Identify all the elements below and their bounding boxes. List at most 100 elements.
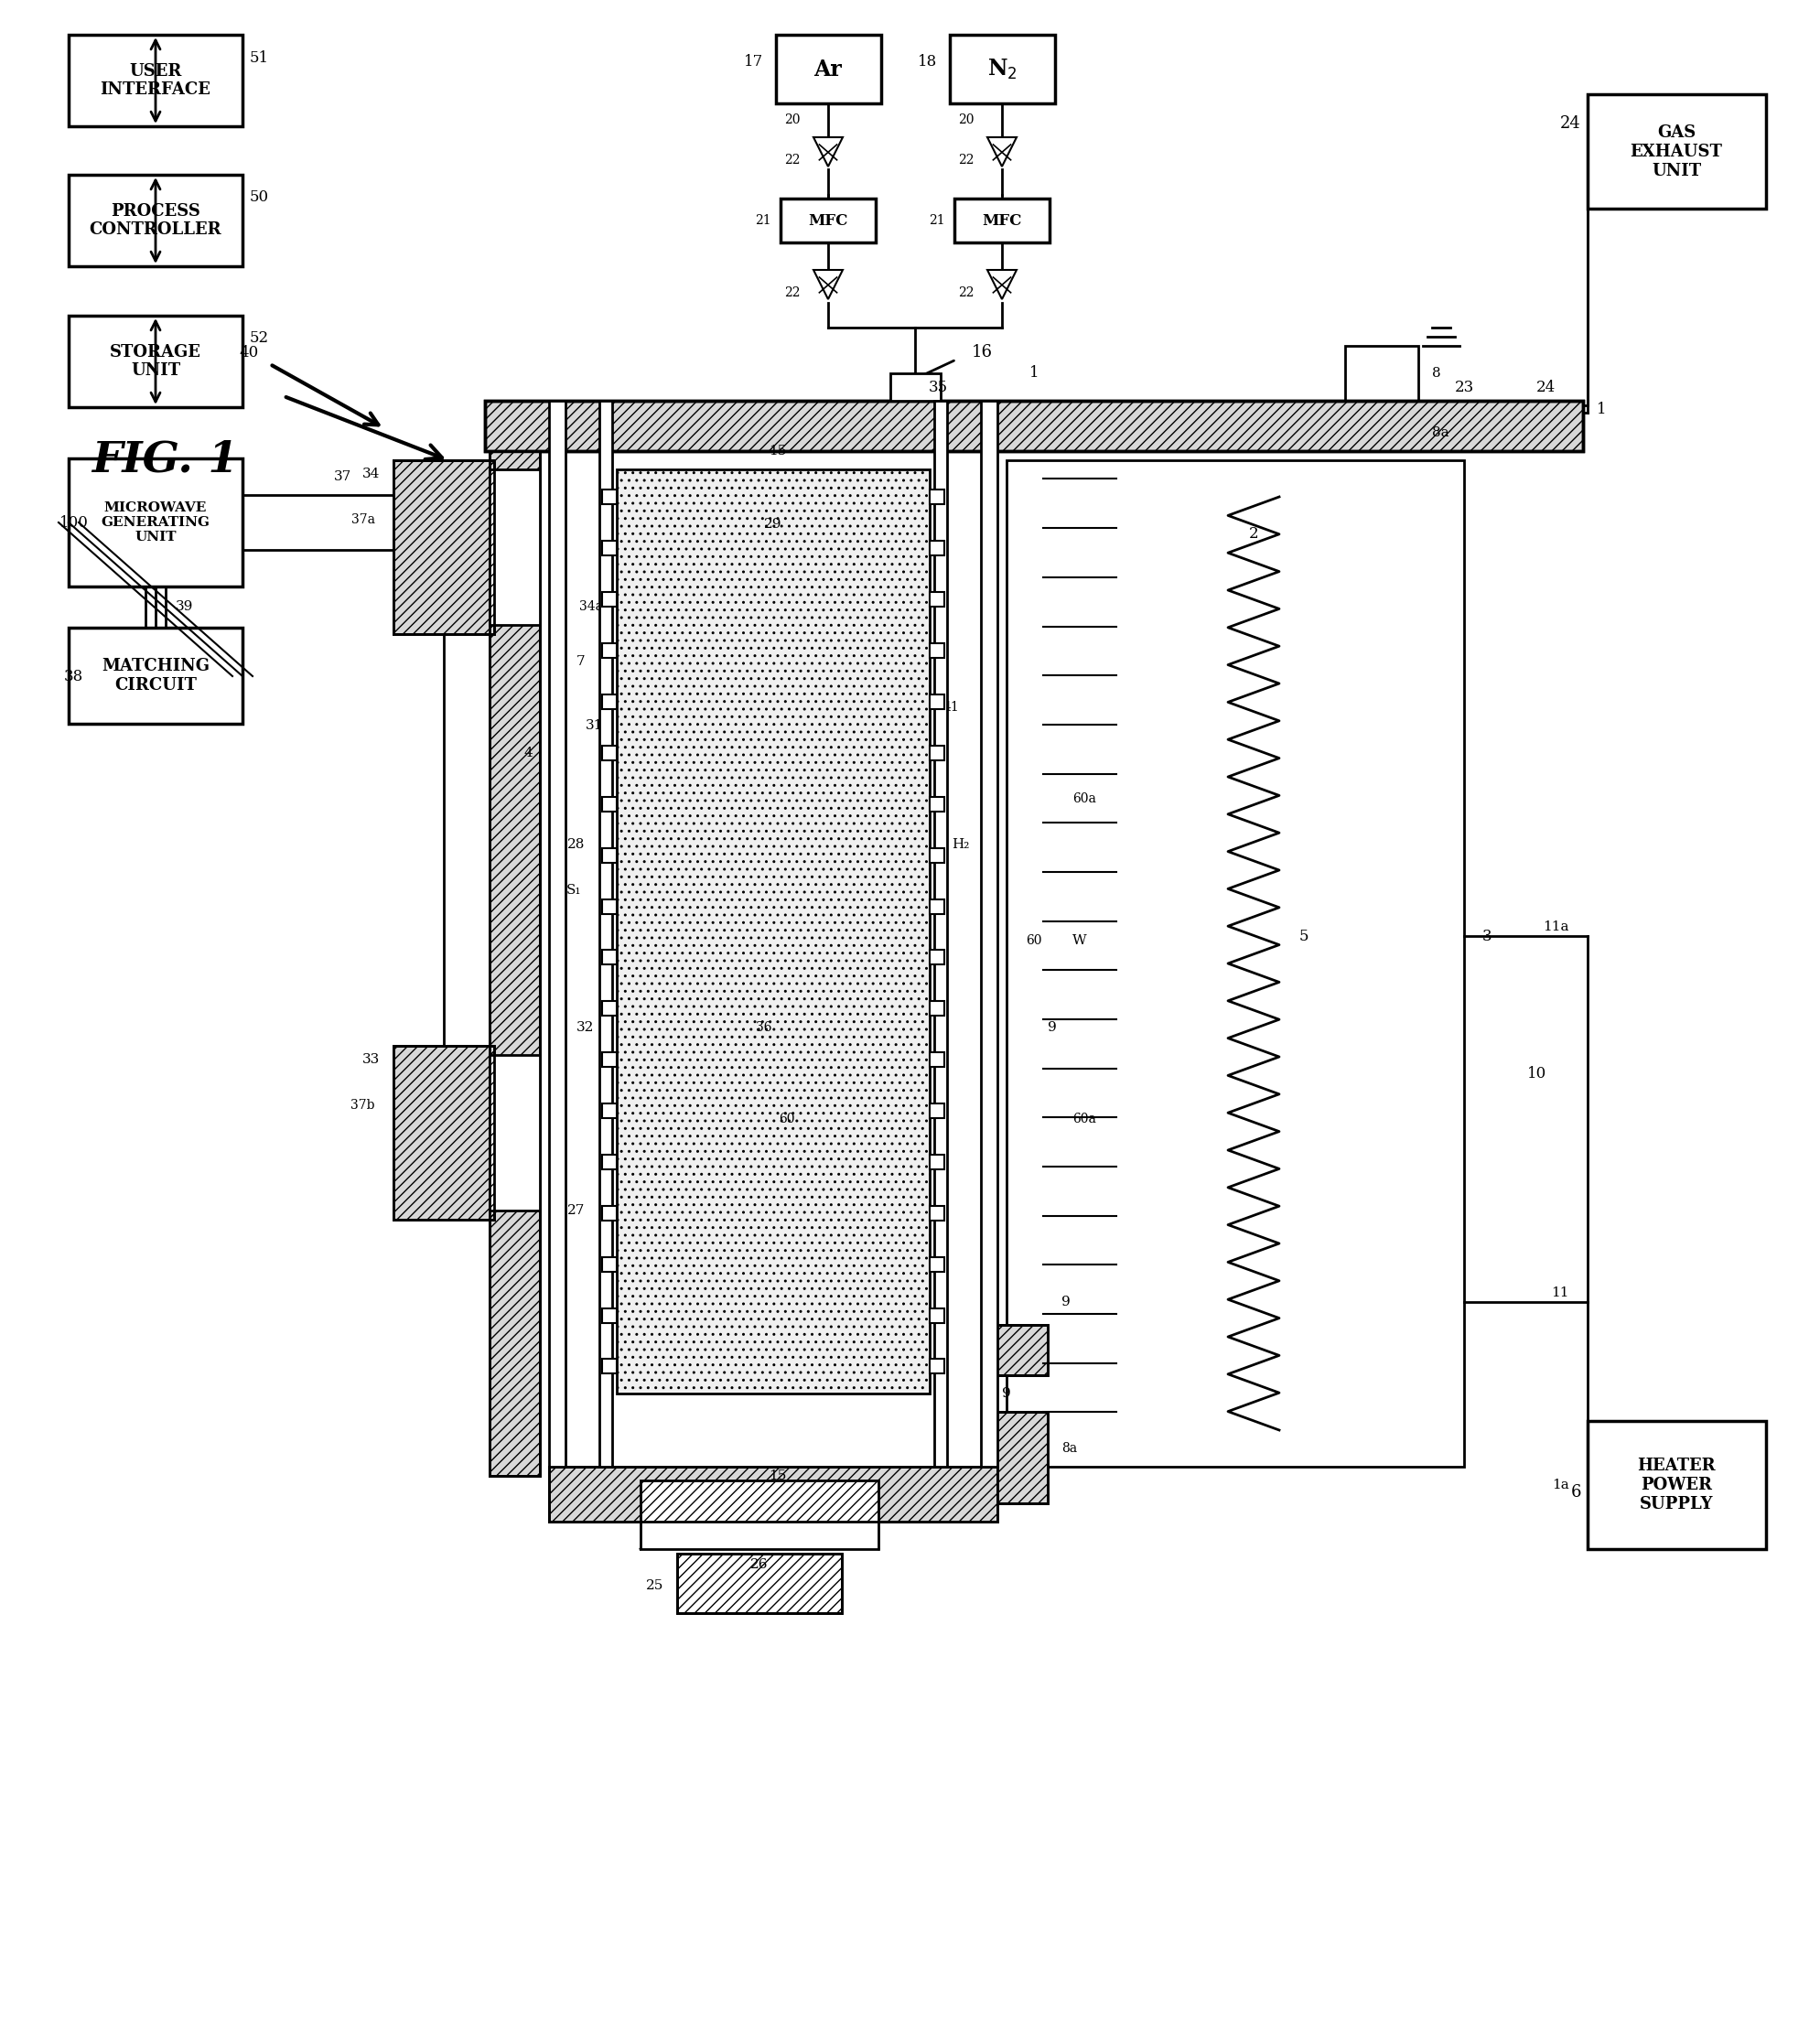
Text: 38: 38 bbox=[64, 669, 84, 683]
Bar bbox=[1345, 346, 1418, 452]
Text: FIG. 1: FIG. 1 bbox=[91, 439, 238, 482]
Text: USER
INTERFACE: USER INTERFACE bbox=[100, 63, 211, 98]
Bar bbox=[930, 1155, 945, 1170]
Bar bbox=[930, 950, 945, 964]
Bar bbox=[550, 401, 566, 1467]
Text: 70: 70 bbox=[613, 746, 630, 759]
Bar bbox=[69, 629, 242, 724]
Text: 20: 20 bbox=[784, 114, 801, 126]
Text: 22: 22 bbox=[959, 287, 974, 299]
Bar bbox=[930, 643, 945, 657]
Bar bbox=[954, 199, 1050, 242]
Bar bbox=[602, 1359, 617, 1373]
Text: 5: 5 bbox=[1299, 928, 1309, 944]
Text: 100: 100 bbox=[60, 515, 89, 531]
Text: 1: 1 bbox=[1028, 366, 1039, 380]
Text: Ar: Ar bbox=[814, 59, 843, 81]
Text: 28: 28 bbox=[568, 838, 584, 850]
Bar bbox=[490, 452, 541, 1477]
Bar bbox=[775, 35, 881, 104]
Bar bbox=[930, 797, 945, 812]
Text: 8: 8 bbox=[1432, 366, 1441, 380]
Text: 51: 51 bbox=[249, 51, 269, 65]
Text: 18: 18 bbox=[917, 55, 937, 69]
Text: MFC: MFC bbox=[808, 214, 848, 228]
Text: 21: 21 bbox=[928, 214, 945, 228]
Text: 34: 34 bbox=[362, 468, 380, 480]
Bar bbox=[602, 1001, 617, 1015]
Text: 11: 11 bbox=[1551, 1285, 1569, 1300]
Text: GAS
EXHAUST
UNIT: GAS EXHAUST UNIT bbox=[1631, 124, 1722, 179]
Text: 7: 7 bbox=[575, 655, 584, 667]
Text: 2: 2 bbox=[1249, 525, 1258, 541]
Text: 15: 15 bbox=[768, 445, 786, 458]
Bar bbox=[930, 592, 945, 606]
Text: 6: 6 bbox=[1571, 1485, 1582, 1501]
Text: 9: 9 bbox=[1003, 1387, 1010, 1399]
Text: N$_2$: N$_2$ bbox=[986, 57, 1017, 81]
Text: 16: 16 bbox=[972, 344, 994, 360]
Bar bbox=[490, 452, 541, 1477]
Text: 23: 23 bbox=[1454, 378, 1474, 395]
Bar bbox=[997, 1324, 1048, 1375]
Polygon shape bbox=[986, 136, 1017, 167]
Bar bbox=[1587, 1422, 1765, 1550]
Text: 60a: 60a bbox=[1072, 1113, 1096, 1125]
Bar bbox=[599, 401, 612, 1467]
Bar bbox=[602, 592, 617, 606]
Text: 37a: 37a bbox=[351, 513, 375, 527]
Text: 60: 60 bbox=[779, 1113, 795, 1125]
Bar bbox=[602, 1104, 617, 1119]
Text: W: W bbox=[1072, 934, 1087, 948]
Text: 9: 9 bbox=[1061, 1296, 1070, 1308]
Text: 37: 37 bbox=[335, 470, 351, 484]
Text: 29: 29 bbox=[764, 519, 783, 531]
Bar bbox=[550, 1467, 997, 1521]
Text: 22: 22 bbox=[784, 287, 801, 299]
Text: 21: 21 bbox=[755, 214, 772, 228]
Text: 35: 35 bbox=[928, 378, 948, 395]
Text: 27: 27 bbox=[568, 1204, 584, 1216]
Text: S₂: S₂ bbox=[917, 930, 932, 942]
Text: MATCHING
CIRCUIT: MATCHING CIRCUIT bbox=[102, 657, 209, 694]
Bar bbox=[602, 490, 617, 504]
Bar bbox=[930, 1104, 945, 1119]
Text: PROCESS
CONTROLLER: PROCESS CONTROLLER bbox=[89, 203, 222, 238]
Text: H₂: H₂ bbox=[952, 838, 970, 850]
Text: 8a: 8a bbox=[1432, 427, 1449, 439]
Bar bbox=[393, 1045, 493, 1220]
Text: 9: 9 bbox=[1048, 1021, 1057, 1033]
Bar bbox=[930, 490, 945, 504]
Bar bbox=[641, 1481, 879, 1550]
Bar bbox=[69, 315, 242, 407]
Bar bbox=[602, 746, 617, 761]
Bar bbox=[490, 1056, 541, 1210]
Text: 33: 33 bbox=[362, 1054, 380, 1066]
Bar bbox=[997, 1412, 1048, 1503]
Bar bbox=[602, 797, 617, 812]
Text: 11a: 11a bbox=[1543, 921, 1569, 934]
Bar bbox=[550, 1467, 997, 1521]
Text: 34a: 34a bbox=[579, 600, 602, 612]
Bar bbox=[484, 401, 1583, 452]
Text: 41: 41 bbox=[943, 702, 959, 714]
Bar bbox=[677, 1554, 843, 1613]
Text: 32: 32 bbox=[577, 1021, 593, 1033]
Text: 39: 39 bbox=[177, 600, 193, 612]
Bar bbox=[602, 1206, 617, 1220]
Bar bbox=[677, 1554, 843, 1613]
Text: 4: 4 bbox=[524, 746, 533, 759]
Bar bbox=[484, 401, 1583, 452]
Bar bbox=[997, 1412, 1048, 1503]
Bar bbox=[69, 35, 242, 126]
Text: MICROWAVE
GENERATING
UNIT: MICROWAVE GENERATING UNIT bbox=[102, 500, 209, 543]
Text: 37b: 37b bbox=[351, 1098, 375, 1113]
Bar bbox=[602, 1155, 617, 1170]
Bar bbox=[602, 950, 617, 964]
Polygon shape bbox=[986, 271, 1017, 299]
Text: S₁: S₁ bbox=[566, 885, 581, 897]
Text: MFC: MFC bbox=[983, 214, 1021, 228]
Bar bbox=[930, 1257, 945, 1271]
Bar bbox=[602, 643, 617, 657]
Bar bbox=[393, 1045, 493, 1220]
